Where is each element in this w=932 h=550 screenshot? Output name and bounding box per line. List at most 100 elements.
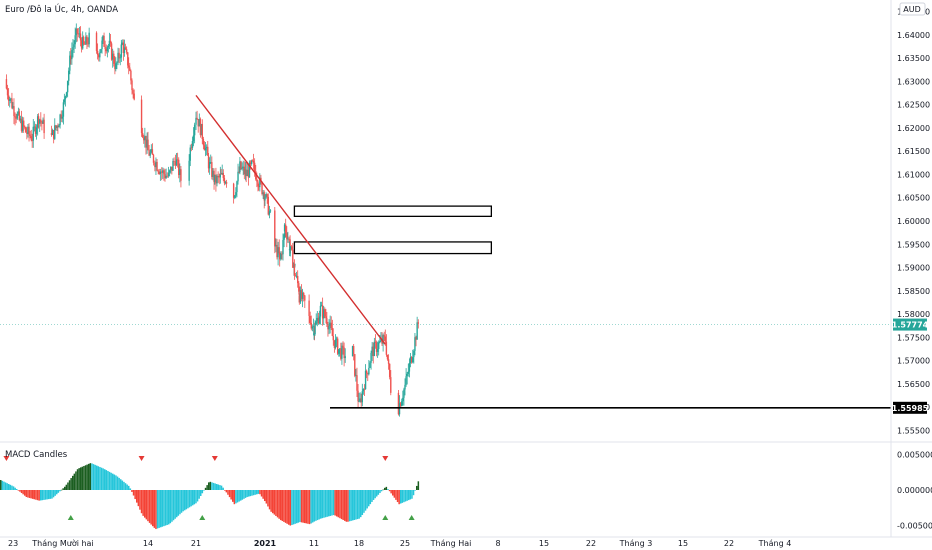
candle-body bbox=[351, 346, 354, 357]
candle-body bbox=[365, 370, 368, 374]
macd-bar bbox=[379, 490, 381, 494]
time-tick-label: 15 bbox=[539, 539, 549, 548]
candle-body bbox=[384, 336, 386, 342]
indicator-axis[interactable]: 0.005000 0.000000 -0.005000 bbox=[897, 450, 932, 530]
candle-body bbox=[99, 52, 101, 58]
price-tick-label: 1.57000 bbox=[897, 357, 930, 366]
macd-bar bbox=[86, 464, 88, 490]
candle-body bbox=[241, 167, 243, 169]
candle-body bbox=[109, 40, 112, 44]
candle-body bbox=[152, 154, 155, 163]
candle-body bbox=[100, 49, 102, 53]
time-tick-label: Tháng 4 bbox=[758, 539, 792, 548]
macd-bar bbox=[100, 467, 103, 490]
candle-body bbox=[166, 175, 168, 177]
macd-bar bbox=[57, 490, 60, 493]
macd-bar bbox=[291, 490, 293, 525]
candle-body bbox=[147, 139, 149, 151]
candle-body bbox=[208, 162, 211, 169]
candle-body bbox=[319, 305, 322, 317]
macd-bar bbox=[384, 487, 386, 490]
macd-bar bbox=[142, 490, 144, 516]
candle-body bbox=[236, 181, 238, 193]
candle-body bbox=[79, 33, 82, 41]
macd-bar bbox=[104, 469, 106, 490]
macd-bar bbox=[148, 490, 151, 523]
macd-histogram bbox=[0, 463, 420, 530]
candle-body bbox=[20, 118, 23, 131]
candle-body bbox=[261, 182, 263, 195]
candle-body bbox=[168, 170, 171, 173]
macd-bar bbox=[195, 490, 197, 504]
candle-body bbox=[245, 169, 247, 177]
candle-body bbox=[234, 195, 236, 198]
macd-bar bbox=[9, 484, 12, 490]
candle-body bbox=[369, 362, 371, 368]
macd-bar bbox=[0, 480, 2, 490]
candle-body bbox=[299, 290, 302, 303]
macd-bar bbox=[332, 490, 335, 516]
candle-body bbox=[343, 347, 345, 359]
macd-bar bbox=[169, 490, 172, 524]
macd-bar bbox=[232, 490, 234, 502]
macd-bar bbox=[41, 490, 44, 501]
macd-bar bbox=[203, 490, 205, 491]
candle-body bbox=[243, 166, 246, 175]
candle-body bbox=[363, 388, 366, 390]
candle-body bbox=[12, 106, 14, 108]
candle-body bbox=[403, 389, 405, 398]
candle-body bbox=[131, 80, 133, 91]
candle-body bbox=[103, 35, 105, 47]
macd-bar bbox=[155, 490, 157, 530]
candle-body bbox=[288, 238, 290, 240]
candle-body bbox=[303, 292, 305, 296]
candle-body bbox=[19, 118, 22, 121]
candle-body bbox=[13, 106, 15, 117]
candle-body bbox=[274, 210, 276, 247]
time-tick-label: 22 bbox=[724, 539, 734, 548]
indicator-tick-label: 0.000000 bbox=[897, 486, 932, 495]
drawings[interactable] bbox=[0, 94, 891, 409]
macd-bar bbox=[65, 484, 68, 490]
macd-bar bbox=[414, 490, 416, 491]
candle-body bbox=[258, 186, 260, 188]
macd-bar bbox=[307, 490, 309, 524]
candle-body bbox=[292, 249, 294, 268]
macd-bar bbox=[99, 466, 101, 490]
time-axis[interactable]: 23 Tháng Mười hai 14 21 2021 11 18 25 Tháng Hai 8… bbox=[8, 538, 791, 548]
macd-bar bbox=[68, 480, 71, 490]
price-tick-label: 1.55500 bbox=[897, 426, 930, 435]
currency-badge[interactable]: AUD bbox=[899, 2, 926, 16]
macd-bar bbox=[36, 490, 39, 501]
candle-body bbox=[281, 253, 283, 255]
macd-bar bbox=[377, 490, 380, 495]
macd-bar bbox=[20, 490, 23, 494]
macd-bar bbox=[297, 490, 300, 523]
candle-body bbox=[84, 43, 86, 45]
macd-bar bbox=[129, 488, 132, 490]
candle-body bbox=[102, 35, 104, 41]
candle-body bbox=[114, 63, 116, 70]
macd-bar bbox=[251, 490, 253, 496]
macd-bar bbox=[342, 490, 344, 520]
macd-bar bbox=[366, 490, 368, 509]
macd-bar bbox=[368, 490, 370, 507]
macd-bar bbox=[268, 490, 271, 510]
macd-bar bbox=[220, 485, 223, 490]
macd-bar bbox=[76, 469, 79, 490]
candle-body bbox=[277, 247, 279, 258]
macd-bar bbox=[44, 490, 47, 500]
sell-signal-marker bbox=[211, 456, 218, 461]
candle-body bbox=[189, 147, 191, 161]
zones[interactable] bbox=[293, 205, 493, 255]
candle-body bbox=[311, 326, 314, 329]
macd-bar bbox=[329, 490, 332, 516]
candle-body bbox=[157, 170, 159, 172]
macd-bar bbox=[206, 485, 208, 490]
macd-bar bbox=[201, 490, 204, 494]
candle-body bbox=[373, 341, 376, 356]
macd-bar bbox=[172, 490, 175, 521]
candle-body bbox=[330, 322, 332, 329]
macd-bar bbox=[316, 490, 319, 521]
